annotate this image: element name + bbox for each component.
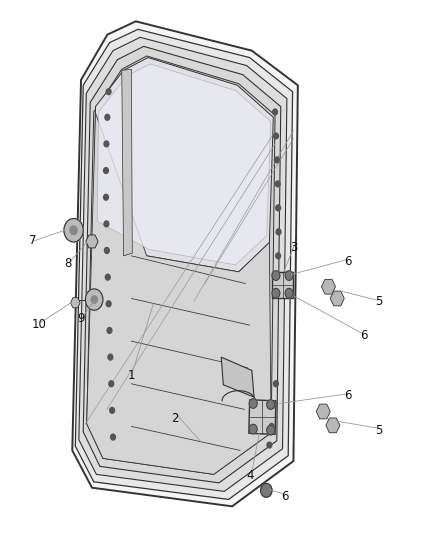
Circle shape (269, 423, 274, 430)
Circle shape (104, 247, 110, 254)
Polygon shape (249, 400, 276, 434)
Polygon shape (86, 235, 98, 248)
Circle shape (276, 229, 281, 235)
Text: 6: 6 (360, 329, 367, 342)
Text: 6: 6 (281, 490, 289, 503)
Circle shape (272, 288, 280, 298)
Circle shape (64, 219, 83, 242)
Circle shape (108, 354, 113, 360)
Text: 7: 7 (29, 235, 37, 247)
Circle shape (285, 271, 293, 280)
Circle shape (276, 253, 280, 259)
Circle shape (272, 109, 278, 115)
Polygon shape (79, 37, 287, 491)
Text: 10: 10 (32, 318, 47, 330)
Circle shape (261, 483, 272, 497)
Circle shape (110, 434, 116, 440)
Text: 8: 8 (64, 257, 71, 270)
Polygon shape (72, 21, 298, 506)
Circle shape (105, 274, 110, 280)
Circle shape (273, 381, 279, 387)
Polygon shape (122, 69, 132, 256)
Text: 5: 5 (375, 424, 382, 437)
Polygon shape (326, 418, 340, 433)
Circle shape (91, 296, 97, 303)
Polygon shape (87, 113, 271, 474)
Circle shape (85, 289, 103, 310)
Polygon shape (272, 272, 293, 298)
Circle shape (104, 221, 109, 227)
Polygon shape (321, 279, 336, 294)
Text: 1: 1 (127, 369, 135, 382)
Circle shape (274, 157, 279, 163)
Circle shape (272, 271, 280, 280)
Circle shape (275, 181, 280, 187)
Circle shape (106, 301, 111, 307)
Text: 9: 9 (77, 312, 85, 325)
Text: 2: 2 (171, 412, 179, 425)
Text: 6: 6 (344, 255, 352, 268)
Text: 5: 5 (375, 295, 382, 308)
Polygon shape (94, 58, 273, 272)
Circle shape (249, 399, 257, 408)
Polygon shape (87, 56, 275, 474)
Polygon shape (97, 64, 271, 265)
Circle shape (273, 133, 279, 139)
Circle shape (271, 402, 276, 408)
Circle shape (267, 442, 272, 448)
Circle shape (110, 407, 115, 414)
Circle shape (276, 205, 280, 211)
Circle shape (106, 88, 111, 95)
Polygon shape (83, 46, 281, 483)
Circle shape (267, 425, 275, 435)
Circle shape (107, 327, 112, 334)
Circle shape (267, 400, 275, 409)
Circle shape (104, 141, 109, 147)
Circle shape (103, 195, 109, 200)
Circle shape (103, 168, 109, 174)
Text: 6: 6 (344, 389, 352, 402)
Circle shape (249, 424, 257, 434)
Polygon shape (330, 291, 344, 306)
Text: 3: 3 (290, 241, 297, 254)
Text: 4: 4 (246, 469, 254, 482)
Circle shape (105, 114, 110, 120)
Polygon shape (71, 297, 80, 308)
Circle shape (109, 381, 114, 387)
Circle shape (285, 288, 293, 298)
Polygon shape (221, 357, 254, 397)
Polygon shape (316, 404, 330, 419)
Circle shape (70, 226, 77, 235)
Polygon shape (75, 29, 293, 499)
